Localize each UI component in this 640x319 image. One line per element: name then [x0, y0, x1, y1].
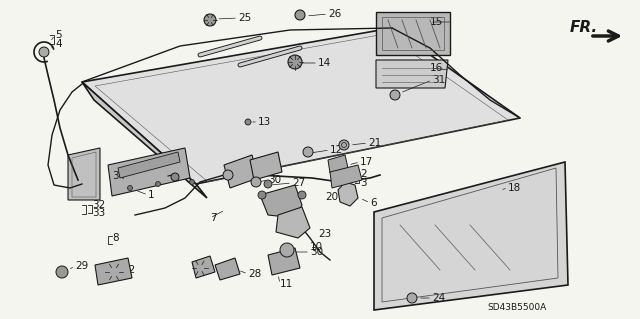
Polygon shape	[376, 60, 448, 88]
Text: 9: 9	[202, 259, 209, 269]
Text: 1: 1	[148, 190, 155, 200]
Polygon shape	[338, 182, 358, 206]
Text: 32: 32	[92, 200, 105, 210]
Text: 27: 27	[292, 178, 305, 188]
Text: 2: 2	[360, 169, 367, 179]
Circle shape	[189, 180, 195, 184]
Circle shape	[264, 180, 272, 188]
Text: 3: 3	[360, 178, 367, 188]
Text: 33: 33	[92, 208, 105, 218]
Circle shape	[251, 177, 261, 187]
Text: 14: 14	[318, 58, 332, 68]
Text: 11: 11	[280, 279, 293, 289]
Polygon shape	[374, 162, 568, 310]
Text: 30: 30	[240, 167, 253, 177]
Text: 24: 24	[432, 293, 445, 303]
Circle shape	[156, 182, 161, 187]
Polygon shape	[330, 165, 362, 188]
Text: 12: 12	[330, 145, 343, 155]
Text: 13: 13	[258, 117, 271, 127]
Circle shape	[245, 119, 251, 125]
Polygon shape	[276, 207, 310, 238]
Circle shape	[127, 186, 132, 190]
Polygon shape	[118, 152, 180, 178]
Polygon shape	[224, 155, 258, 188]
Circle shape	[223, 170, 233, 180]
Circle shape	[295, 10, 305, 20]
Polygon shape	[215, 258, 240, 280]
Text: 22: 22	[122, 265, 135, 275]
Circle shape	[280, 243, 294, 257]
Polygon shape	[68, 148, 100, 200]
Circle shape	[339, 140, 349, 150]
Text: 34: 34	[112, 171, 125, 181]
Circle shape	[171, 173, 179, 181]
Text: 6: 6	[370, 198, 376, 208]
Text: 19: 19	[278, 192, 291, 202]
Polygon shape	[260, 185, 302, 218]
Text: 18: 18	[508, 183, 521, 193]
Polygon shape	[95, 258, 132, 285]
Text: 29: 29	[75, 261, 88, 271]
Circle shape	[303, 147, 313, 157]
Text: 10: 10	[310, 242, 323, 252]
Text: 26: 26	[328, 9, 341, 19]
Polygon shape	[192, 256, 215, 278]
Text: 31: 31	[432, 75, 445, 85]
Polygon shape	[82, 28, 520, 184]
Text: 25: 25	[238, 13, 252, 23]
Text: 5: 5	[55, 30, 61, 40]
Text: 15: 15	[430, 17, 444, 27]
Text: 16: 16	[430, 63, 444, 73]
Circle shape	[390, 90, 400, 100]
Text: 30: 30	[268, 175, 281, 185]
Polygon shape	[82, 82, 207, 198]
Polygon shape	[268, 248, 300, 275]
Text: SD43B5500A: SD43B5500A	[487, 302, 547, 311]
Circle shape	[39, 47, 49, 57]
Text: 21: 21	[368, 138, 381, 148]
Text: 4: 4	[55, 39, 61, 49]
Text: 23: 23	[318, 229, 332, 239]
Text: 20: 20	[325, 192, 338, 202]
Polygon shape	[250, 152, 282, 180]
Text: 28: 28	[248, 269, 261, 279]
Circle shape	[298, 191, 306, 199]
Polygon shape	[376, 12, 450, 55]
Text: 8: 8	[112, 233, 118, 243]
Circle shape	[258, 191, 266, 199]
Polygon shape	[108, 148, 190, 196]
Text: FR.: FR.	[570, 20, 598, 35]
Text: 7: 7	[210, 213, 216, 223]
Polygon shape	[328, 155, 348, 173]
Circle shape	[288, 55, 302, 69]
Circle shape	[204, 14, 216, 26]
Circle shape	[407, 293, 417, 303]
Text: 30: 30	[310, 247, 323, 257]
Text: 17: 17	[360, 157, 373, 167]
Circle shape	[56, 266, 68, 278]
